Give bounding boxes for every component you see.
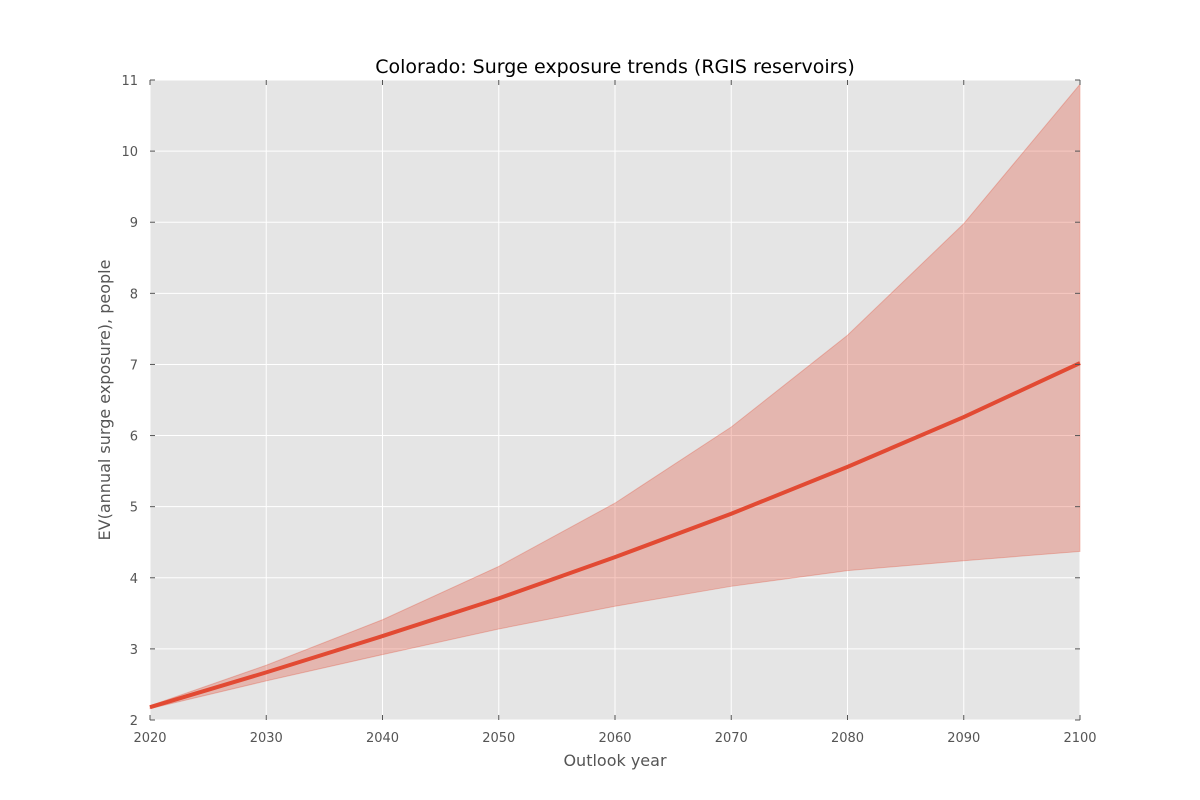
y-axis-label: EV(annual surge exposure), people	[95, 260, 114, 541]
x-tick-label: 2080	[831, 731, 864, 746]
axis-ticks	[149, 79, 1081, 721]
y-tick-label: 10	[121, 145, 138, 160]
y-tick-label: 8	[130, 287, 138, 302]
series-line	[149, 361, 1081, 710]
y-tick-label: 9	[130, 216, 138, 231]
x-axis-label: Outlook year	[563, 751, 667, 770]
y-tick-label: 6	[130, 430, 138, 445]
x-tick-label: 2020	[133, 731, 166, 746]
confidence-band	[149, 82, 1081, 710]
y-tick-labels: 2 3 4 5 6 7 8 9 10 11	[121, 74, 138, 729]
x-tick-label: 2050	[482, 731, 515, 746]
x-tick-label: 2070	[715, 731, 748, 746]
x-tick-label: 2090	[947, 731, 980, 746]
y-tick-label: 4	[130, 572, 138, 587]
x-tick-label: 2060	[598, 731, 631, 746]
chart-title: Colorado: Surge exposure trends (RGIS re…	[375, 56, 854, 78]
y-tick-label: 11	[121, 74, 138, 89]
x-tick-labels: 2020 2030 2040 2050 2060 2070 2080 2090 2100	[133, 731, 1096, 746]
y-tick-label: 5	[130, 501, 138, 516]
x-tick-label: 2040	[366, 731, 399, 746]
confidence-band-layer	[149, 82, 1081, 710]
y-tick-label: 2	[130, 714, 138, 729]
y-tick-label: 3	[130, 643, 138, 658]
series-line-layer	[149, 361, 1081, 710]
y-tick-label: 7	[130, 358, 138, 373]
x-tick-label: 2100	[1063, 731, 1096, 746]
x-tick-label: 2030	[250, 731, 283, 746]
